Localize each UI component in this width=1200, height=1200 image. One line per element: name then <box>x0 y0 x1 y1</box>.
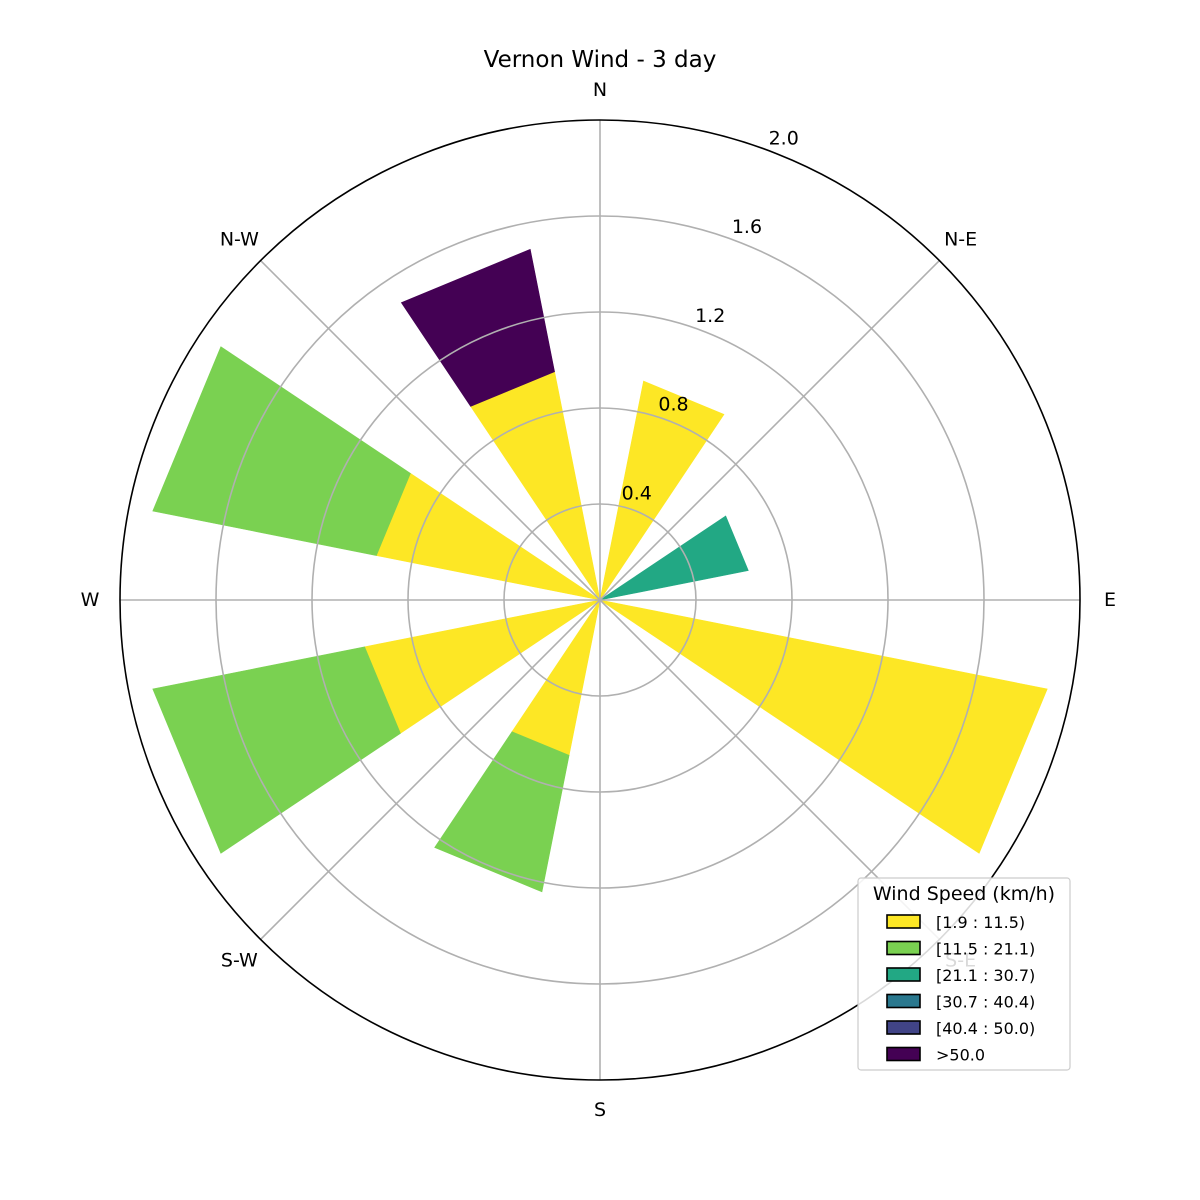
legend-swatch-5 <box>886 1046 921 1062</box>
legend-label-5: >50.0 <box>936 1046 985 1065</box>
legend-swatch-0 <box>886 914 921 929</box>
legend-swatch-4 <box>886 1020 921 1035</box>
radial-tick-label-2: 1.2 <box>695 305 725 327</box>
direction-label-n: N <box>593 79 607 101</box>
wedge-w-sw-series-1 <box>152 646 401 854</box>
radial-tick-label-1: 0.8 <box>658 394 688 416</box>
legend-label-0: [1.9 : 11.5) <box>936 913 1025 932</box>
wedge-n-nw-series-5 <box>400 248 555 407</box>
legend-label-2: [21.1 : 30.7) <box>936 966 1035 985</box>
wedge-e-ne-series-2 <box>599 515 749 601</box>
radial-tick-label-4: 2.0 <box>769 128 799 150</box>
legend-label-1: [11.5 : 21.1) <box>936 940 1035 959</box>
radial-tick-label-0: 0.4 <box>622 482 652 504</box>
wedge-w-nw-series-1 <box>152 346 411 556</box>
direction-label-e: E <box>1104 589 1116 611</box>
grid-spoke-1 <box>599 260 940 601</box>
legend-swatch-2 <box>886 967 921 982</box>
wedges-layer <box>152 248 1048 893</box>
direction-label-n-e: N-E <box>944 228 977 250</box>
direction-label-s: S <box>594 1099 606 1121</box>
legend-title: Wind Speed (km/h) <box>873 883 1055 905</box>
wedge-n-ne-series-0 <box>599 380 725 601</box>
grid-spoke-7 <box>260 260 601 601</box>
legend-swatch-1 <box>886 940 921 956</box>
wedge-s-sw-series-1 <box>434 731 570 893</box>
legend-swatch-3 <box>886 993 921 1009</box>
radial-tick-label-3: 1.6 <box>732 216 762 238</box>
legend: Wind Speed (km/h) [1.9 : 11.5) [11.5 : 21.… <box>857 877 1071 1071</box>
wedge-e-se-series-0 <box>599 599 1048 854</box>
direction-label-n-w: N-W <box>220 228 259 250</box>
direction-label-s-w: S-W <box>221 950 258 972</box>
chart-title: Vernon Wind - 3 day <box>484 47 717 73</box>
direction-labels: NN-EES-ESS-WWN-W <box>81 79 1116 1121</box>
legend-label-3: [30.7 : 40.4) <box>936 993 1035 1012</box>
legend-label-4: [40.4 : 50.0) <box>936 1019 1035 1038</box>
grid-spoke-5 <box>260 599 601 940</box>
outer-frame <box>119 119 1081 1081</box>
polar-grid <box>119 119 1081 1081</box>
direction-label-w: W <box>81 589 100 611</box>
radial-tick-labels: 0.4 0.8 1.2 1.6 2.0 <box>622 128 799 505</box>
